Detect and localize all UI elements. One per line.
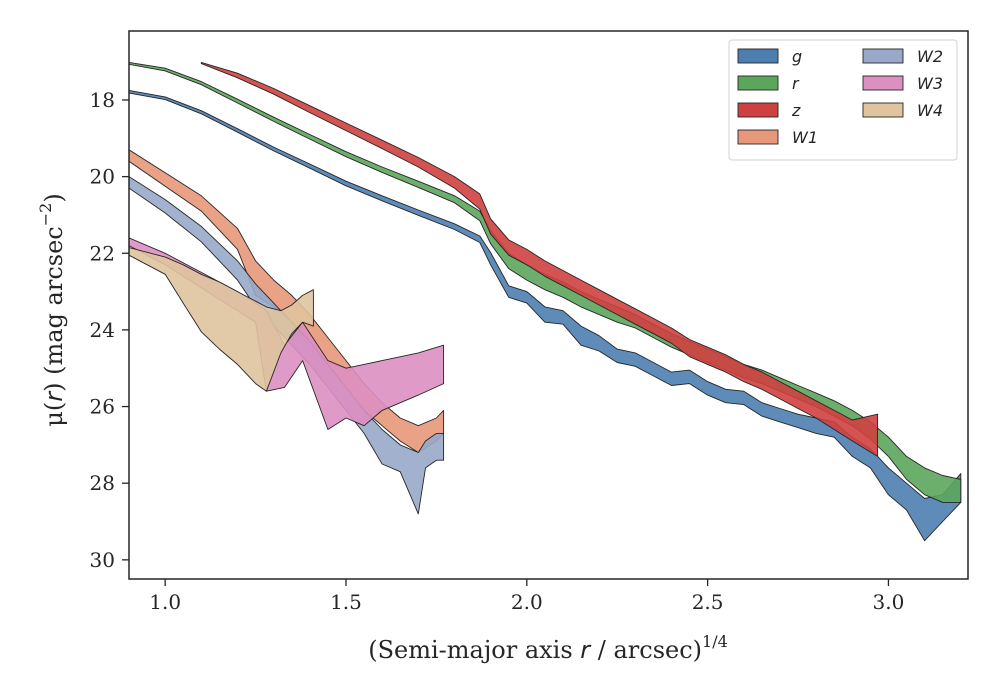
- y-tick-label: 28: [90, 471, 115, 495]
- y-tick-label: 22: [90, 241, 115, 265]
- band-W4: [129, 247, 314, 392]
- plot-frame: [128, 30, 969, 580]
- band-W1: [129, 149, 445, 453]
- x-axis-title-post: / arcsec): [590, 636, 702, 664]
- legend-swatch-W4: [862, 102, 904, 118]
- x-tick-label: 2.0: [511, 590, 543, 614]
- legend-swatch-g: [737, 48, 779, 64]
- legend-swatch-W2: [862, 48, 904, 64]
- legend-swatch-W3: [862, 75, 904, 91]
- x-tick-label: 2.5: [692, 590, 724, 614]
- legend-label-r: r: [792, 74, 800, 93]
- legend-swatch-r: [737, 75, 779, 91]
- y-axis-title-sup: −2: [36, 203, 55, 227]
- legend-label-W4: W4: [917, 101, 943, 120]
- y-axis-title-post: ) (mag arcsec: [40, 226, 68, 392]
- band-z: [200, 61, 879, 457]
- legend-swatch-W1: [737, 129, 779, 145]
- legend-label-z: z: [791, 101, 801, 120]
- series-bands: [129, 61, 962, 542]
- legend-label-W3: W3: [917, 74, 943, 93]
- y-tick-label: 24: [90, 318, 115, 342]
- legend-frame: [728, 39, 958, 161]
- x-axis-title-pre: (Semi-major axis: [368, 636, 580, 664]
- x-axis-title-var: r: [580, 636, 592, 664]
- x-tick-label: 1.5: [330, 590, 362, 614]
- x-axis-title-sup: 1/4: [702, 632, 728, 651]
- x-axis-title: (Semi-major axis r / arcsec)1/4: [368, 632, 728, 664]
- y-axis-title-var: r: [40, 390, 68, 402]
- y-tick-label: 20: [90, 165, 115, 189]
- y-tick-label: 26: [90, 395, 115, 419]
- legend-label-W1: W1: [792, 128, 818, 147]
- y-tick-label: 30: [90, 548, 115, 572]
- y-axis-title-mu: μ(: [40, 402, 68, 427]
- legend-swatch-z: [737, 102, 779, 118]
- x-tick-label: 1.0: [149, 590, 181, 614]
- y-tick-label: 18: [90, 88, 115, 112]
- axis-ticks: 1.0 1.5 2.0 2.5 3.0 18 20 22 24 26 28 30: [90, 88, 905, 614]
- legend-label-g: g: [792, 47, 802, 66]
- legend: grz W1 W2 W3 W4: [728, 39, 958, 161]
- legend-label-W2: W2: [917, 47, 943, 66]
- x-tick-label: 3.0: [873, 590, 905, 614]
- y-axis-title-close: ): [40, 193, 68, 202]
- y-axis-title: μ(r) (mag arcsec−2): [36, 193, 68, 426]
